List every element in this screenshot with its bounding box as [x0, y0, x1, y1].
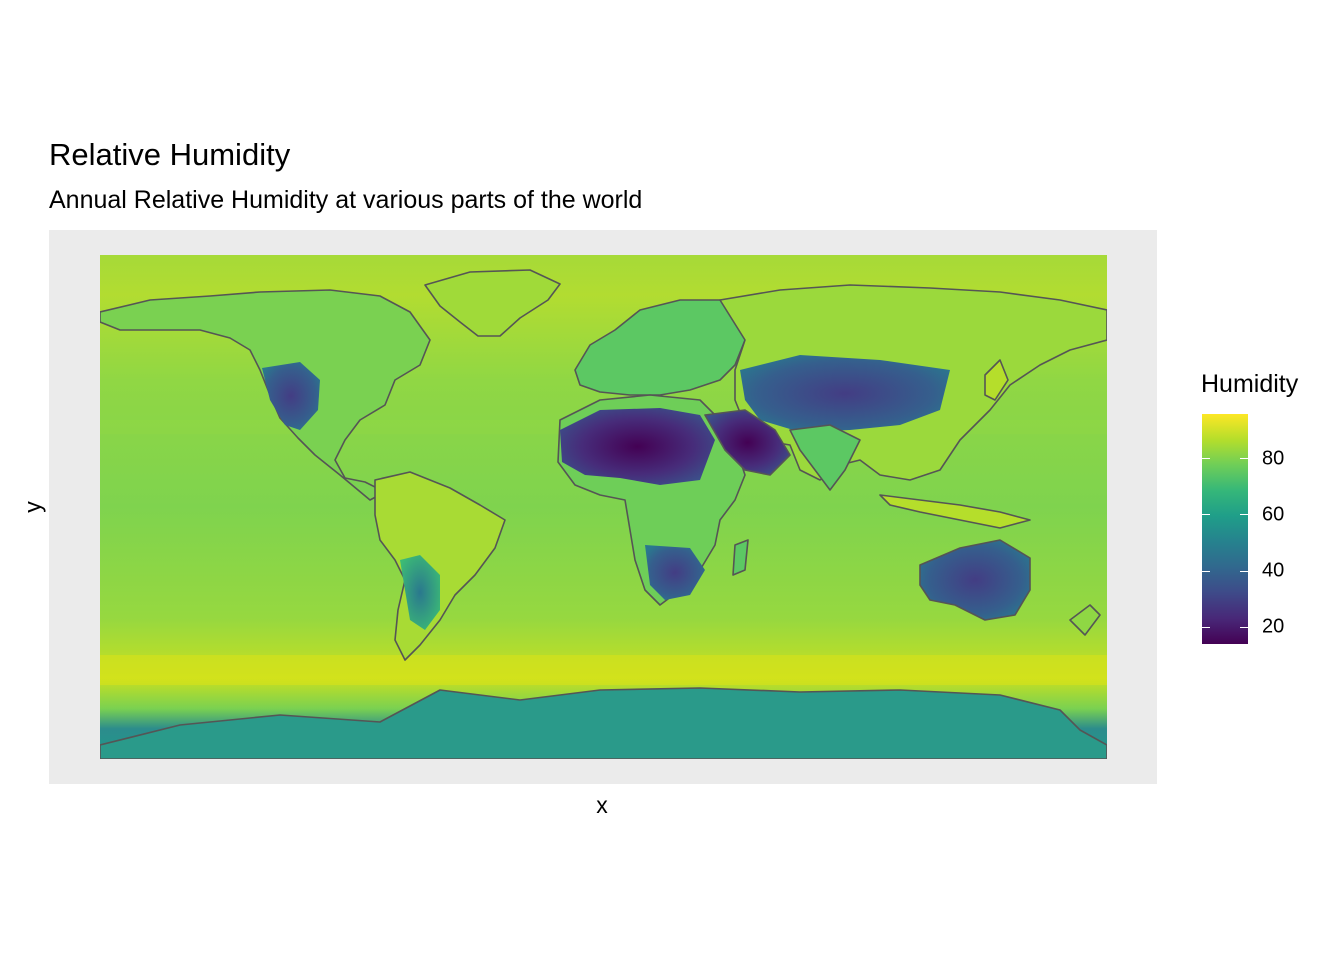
land-sahara-desert — [560, 408, 715, 485]
legend-tick-mark — [1240, 458, 1248, 460]
legend-tick-mark — [1240, 570, 1248, 572]
land-central-asia-dry — [740, 355, 950, 432]
land-japan — [984, 359, 1009, 401]
land-south-america — [374, 471, 506, 661]
legend-tick-mark — [1240, 626, 1248, 628]
land-kalahari-dry — [645, 545, 705, 600]
land-andes-dry — [400, 555, 440, 630]
legend-tick-label: 40 — [1262, 559, 1285, 582]
legend-tick-label: 80 — [1262, 447, 1285, 470]
land-arabia — [704, 409, 791, 476]
legend-tick-mark — [1202, 570, 1210, 572]
y-axis-label: y — [19, 501, 46, 513]
chart-subtitle: Annual Relative Humidity at various part… — [49, 186, 643, 214]
legend-tick-mark — [1202, 514, 1210, 516]
legend-tick-label: 60 — [1262, 503, 1285, 526]
legend-tick-label: 20 — [1262, 615, 1285, 638]
land-north-america — [100, 289, 431, 501]
land-indonesia — [879, 494, 1031, 529]
land-greenland — [424, 269, 561, 337]
land-western-us-dry — [262, 362, 320, 430]
land-australia — [919, 539, 1031, 621]
x-axis-label: x — [596, 792, 608, 818]
legend-tick-mark — [1202, 626, 1210, 628]
land-antarctica — [100, 687, 1107, 759]
land-india — [789, 424, 861, 491]
land-new-zealand — [1069, 604, 1101, 636]
legend-tick-mark — [1240, 514, 1248, 516]
land-madagascar — [732, 539, 749, 576]
legend-colorbar — [1202, 414, 1248, 644]
legend-title: Humidity — [1201, 370, 1299, 398]
chart-title: Relative Humidity — [49, 137, 291, 172]
legend-tick-mark — [1202, 458, 1210, 460]
